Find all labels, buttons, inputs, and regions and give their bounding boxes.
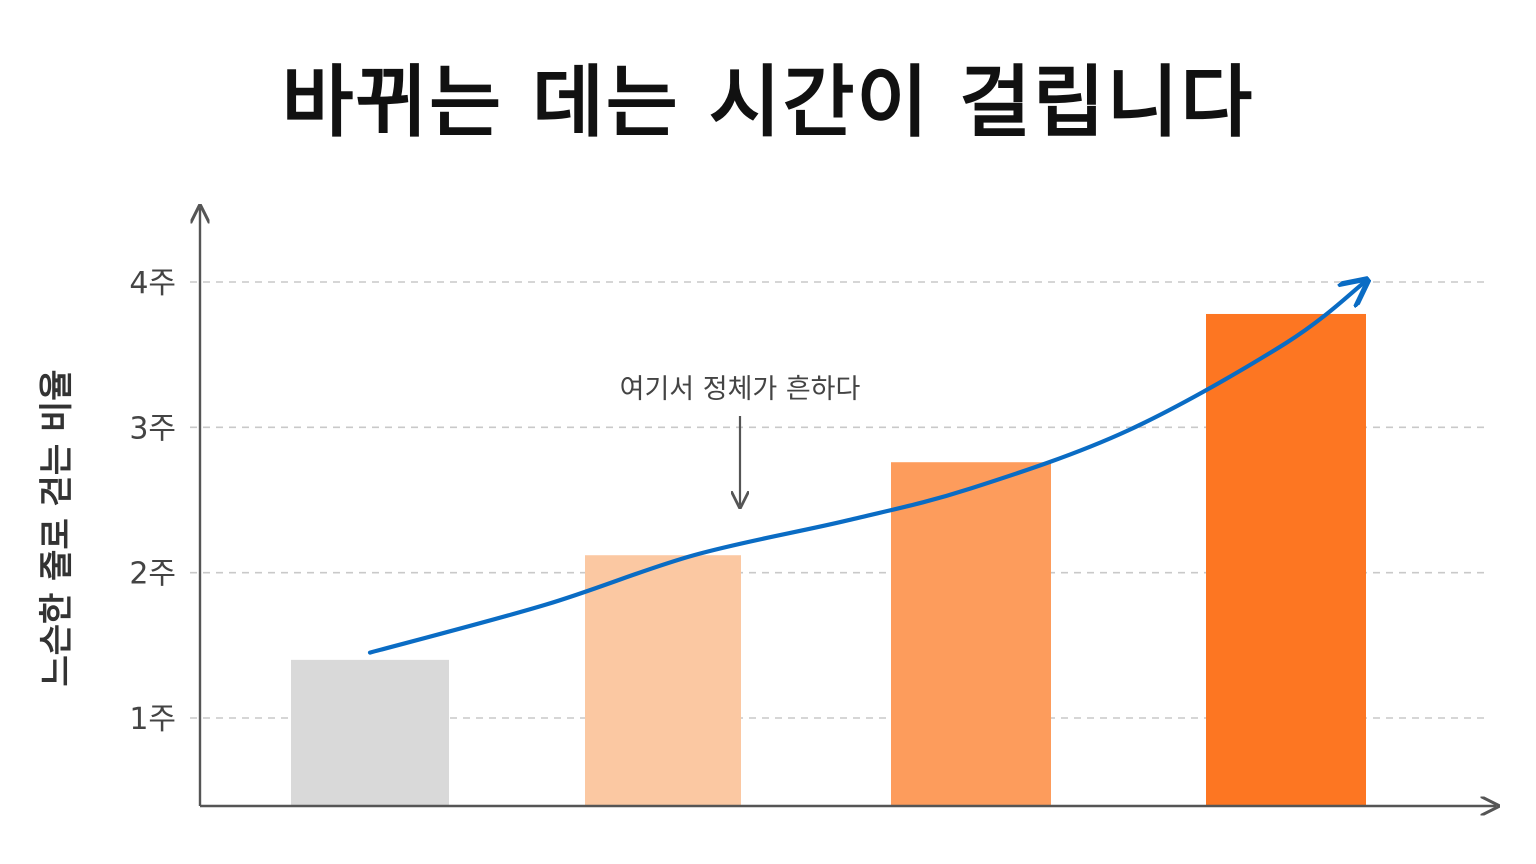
- y-axis-label: 느슨한 줄로 걷는 비율: [37, 369, 77, 686]
- y-tick-label-1: 1주: [129, 702, 176, 737]
- y-tick-label-4: 4주: [129, 266, 176, 301]
- bar-2: [585, 555, 741, 806]
- bar-3: [891, 462, 1051, 806]
- annotation-group: 여기서 정체가 흔하다: [620, 374, 861, 505]
- trend-line-group: [367, 282, 1365, 655]
- trend-line: [367, 282, 1365, 655]
- chart-title: 바뀌는 데는 시간이 걸립니다: [281, 58, 1255, 148]
- bars: [291, 313, 1366, 806]
- bar-1: [291, 659, 449, 806]
- y-tick-label-2: 2주: [129, 557, 176, 592]
- axes: [200, 208, 1496, 806]
- bar-4: [1206, 313, 1366, 806]
- y-tick-label-3: 3주: [129, 411, 176, 446]
- y-tick-labels: 1주 2주 3주 4주: [129, 266, 176, 737]
- annotation-text: 여기서 정체가 흔하다: [620, 374, 861, 405]
